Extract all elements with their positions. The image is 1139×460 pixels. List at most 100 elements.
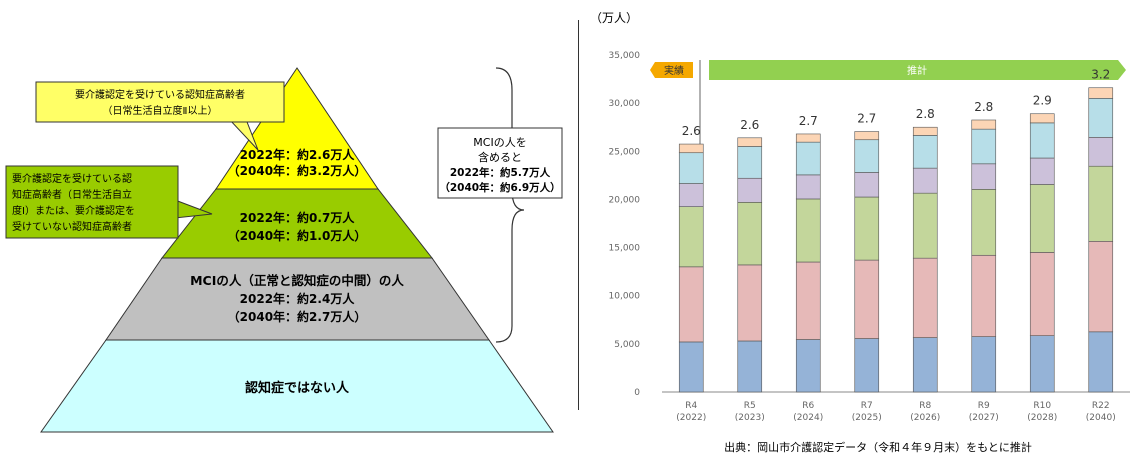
tier-mci-line-3: （2040年：約2.7万人） (228, 309, 367, 324)
bar-segment (854, 338, 880, 393)
callout-1-line-2: （日常生活自立度Ⅱ以上） (103, 104, 218, 117)
bar-segment (971, 189, 997, 256)
bar-total-label: 2.6 (682, 124, 701, 138)
y-tick-label: 20,000 (609, 195, 641, 205)
x-tick-label: R22 (2040) (1086, 401, 1116, 423)
bar-segment (795, 174, 821, 200)
bar-segment (1088, 87, 1114, 99)
bar-segment (912, 167, 938, 194)
mci-box-line-1: MCIの人を (473, 136, 526, 149)
bar-segment (737, 177, 763, 203)
pyramid-diagram: 2022年：約2.6万人 （2040年：約3.2万人） 2022年：約0.7万人… (5, 67, 563, 433)
tier-second-line-2: （2040年：約1.0万人） (228, 228, 367, 243)
source-note: 出典：岡山市介護認定データ（令和４年９月末）をもとに推計 (724, 440, 1032, 454)
x-tick-label: R8 (2026) (910, 401, 940, 423)
bar-segment (678, 206, 704, 268)
bar-segment (1088, 98, 1114, 138)
x-tick-label: R7 (2025) (852, 401, 882, 423)
tier-mci-line-2: 2022年：約2.4万人 (240, 291, 356, 306)
banner-actual (650, 62, 693, 78)
y-tick-label: 10,000 (609, 292, 641, 302)
bar-segment (1088, 241, 1114, 333)
x-tick-label: R4 (2022) (676, 401, 706, 423)
bar-total-label: 2.8 (974, 100, 993, 114)
y-tick-label: 5,000 (614, 340, 640, 350)
banner-actual-label: 実績 (664, 64, 684, 77)
bar-segment (1088, 137, 1114, 167)
bar-total-label: 2.7 (857, 112, 876, 126)
bar-segment (737, 202, 763, 266)
unit-label: （万人） (590, 11, 638, 25)
banner-forecast (709, 60, 1126, 80)
bars (678, 87, 1114, 393)
callout-2-line-4: 受けていない認知症高齢者 (12, 220, 132, 233)
bar-segment (854, 131, 880, 141)
bar-segment (1029, 335, 1055, 393)
bar-segment (854, 196, 880, 261)
callout-2-box (5, 165, 179, 239)
x-tick-label: R5 (2023) (735, 401, 765, 423)
tier-top-line-2: （2040年：約3.2万人） (228, 163, 367, 178)
bar-segment (854, 139, 880, 173)
mci-total-box (437, 127, 563, 199)
bar-segment (1029, 113, 1055, 124)
y-axis: 0 5,000 10,000 15,000 20,000 25,000 30,000 35,0… (609, 51, 641, 398)
bar-segment (971, 163, 997, 190)
bar-segment (678, 183, 704, 207)
x-tick-label: R6 (2024) (793, 401, 823, 423)
bar-segment (854, 259, 880, 339)
callout-2-line-1: 要介護認定を受けている認 (12, 172, 132, 185)
x-tick-label: R10 (2028) (1027, 401, 1057, 423)
bar-segment (795, 198, 821, 263)
bar-segment (971, 336, 997, 393)
y-tick-label: 30,000 (609, 99, 641, 109)
tier-mci-line-1: MCIの人（正常と認知症の中間）の人 (190, 273, 404, 288)
right-brace (495, 67, 525, 343)
bar-segment (678, 152, 704, 184)
bar-segment (1088, 165, 1114, 242)
callout-1-box (35, 81, 285, 123)
chart-panel: （万人） 0 5,000 10,000 15,000 20,000 25,000 30,00… (580, 0, 1139, 456)
tier-base-label: 認知症ではない人 (245, 380, 350, 396)
bar-total-label: 2.9 (1033, 94, 1052, 108)
bar-segment (795, 339, 821, 393)
y-tick-label: 15,000 (609, 244, 641, 254)
bar-segment (795, 261, 821, 340)
bar-segment (971, 128, 997, 165)
bar-segment (1029, 184, 1055, 253)
y-tick-label: 0 (634, 388, 640, 398)
bar-segment (854, 172, 880, 198)
callout-2-line-2: 知症高齢者（日常生活自立 (12, 188, 132, 201)
bar-segment (912, 192, 938, 259)
callout-1-line-1: 要介護認定を受けている認知症高齢者 (75, 88, 245, 101)
panel-divider (578, 20, 579, 410)
mci-box-line-2: 含めると (478, 150, 522, 164)
bar-segment (795, 133, 821, 143)
mci-box-line-4: （2040年：約6.9万人） (439, 181, 560, 194)
bar-total-label: 2.6 (740, 118, 759, 132)
bar-total-label: 2.8 (916, 107, 935, 121)
bar-segment (912, 135, 938, 169)
bar-segment (795, 141, 821, 176)
x-axis-ticks: R4 (2022) R5 (2023) R6 (2024) R7 (2025) R8 (2026)… (676, 401, 1115, 423)
callout-2-line-3: 度Ⅰ）または、要介護認定を (12, 204, 135, 217)
tier-top-line-1: 2022年：約2.6万人 (240, 147, 356, 162)
bar-segment (678, 266, 704, 343)
pyramid-tier-base (40, 339, 554, 433)
y-tick-label: 35,000 (609, 51, 641, 61)
banner-forecast-label: 推計 (907, 64, 927, 77)
bar-total-label: 3.2 (1091, 68, 1110, 82)
bar-segment (737, 264, 763, 342)
bar-segment (678, 341, 704, 393)
bar-segment (912, 126, 938, 136)
bar-segment (678, 143, 704, 154)
mci-box-line-3: 2022年：約5.7万人 (450, 166, 551, 179)
bar-segment (971, 119, 997, 130)
pyramid-panel: 2022年：約2.6万人 （2040年：約3.2万人） 2022年：約0.7万人… (5, 67, 563, 433)
bar-segment (1029, 122, 1055, 159)
y-tick-label: 25,000 (609, 147, 641, 157)
bar-segment (737, 340, 763, 393)
bar-segment (737, 146, 763, 179)
bar-segment (737, 137, 763, 147)
stacked-bar-chart: （万人） 0 5,000 10,000 15,000 20,000 25,000 30,00… (590, 11, 1130, 454)
